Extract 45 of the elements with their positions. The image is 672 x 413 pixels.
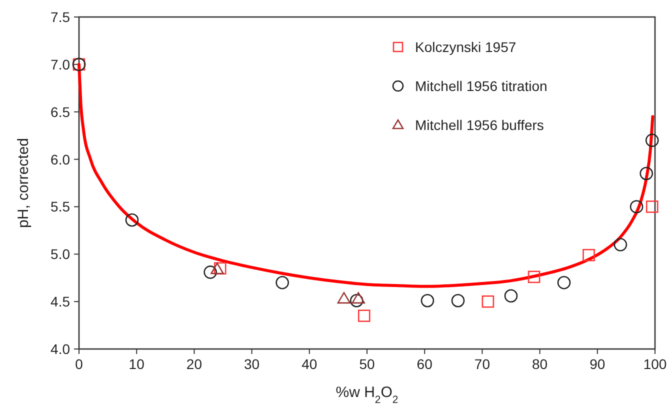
x-axis-title: %w H$_{2}$O$_{2}$ (336, 384, 398, 406)
x-tick-label: 70 (474, 356, 490, 372)
x-tick-label: 40 (302, 356, 318, 372)
x-tick-label: 30 (244, 356, 260, 372)
point (645, 134, 659, 147)
x-tick-label: 10 (128, 356, 145, 372)
point (614, 238, 628, 252)
x-tick-label: 100 (643, 356, 667, 372)
legend-label: Kolczynski 1957 (415, 39, 516, 55)
point (640, 166, 654, 180)
point (557, 276, 571, 290)
y-tick-label: 4.0 (50, 341, 70, 357)
x-tick-label: 20 (186, 356, 202, 372)
point (352, 292, 366, 304)
point (214, 262, 226, 275)
y-tick-label: 6.0 (50, 151, 70, 168)
x-tick-label: 60 (416, 356, 433, 372)
point (630, 200, 644, 214)
point (646, 200, 658, 213)
y-tick-label: 6.5 (50, 104, 70, 120)
x-tick-label: 80 (532, 356, 548, 372)
point (528, 270, 540, 284)
point (276, 276, 289, 290)
point (204, 266, 217, 279)
point (420, 294, 434, 308)
point (350, 294, 364, 308)
y-tick-label: 7.0 (50, 56, 70, 72)
x-tick-label: 0 (75, 356, 84, 372)
point (451, 294, 465, 308)
point (358, 310, 370, 322)
y-tick-label: 4.5 (50, 294, 70, 310)
point (482, 295, 494, 308)
x-tick-label: 50 (359, 356, 375, 372)
y-tick-label: 7.5 (50, 9, 70, 25)
legend-label: Mitchell 1956 buffers (415, 117, 544, 133)
point (504, 289, 518, 303)
point (582, 248, 595, 262)
point (337, 292, 351, 304)
x-tick-label: 90 (590, 356, 606, 372)
point (210, 262, 224, 274)
point (125, 213, 139, 227)
y-tick-label: 5.5 (50, 198, 70, 215)
legend-label: Mitchell 1956 titration (415, 78, 548, 94)
y-axis-title: pH, corrected (15, 138, 32, 228)
y-tick-label: 5.0 (50, 246, 70, 262)
